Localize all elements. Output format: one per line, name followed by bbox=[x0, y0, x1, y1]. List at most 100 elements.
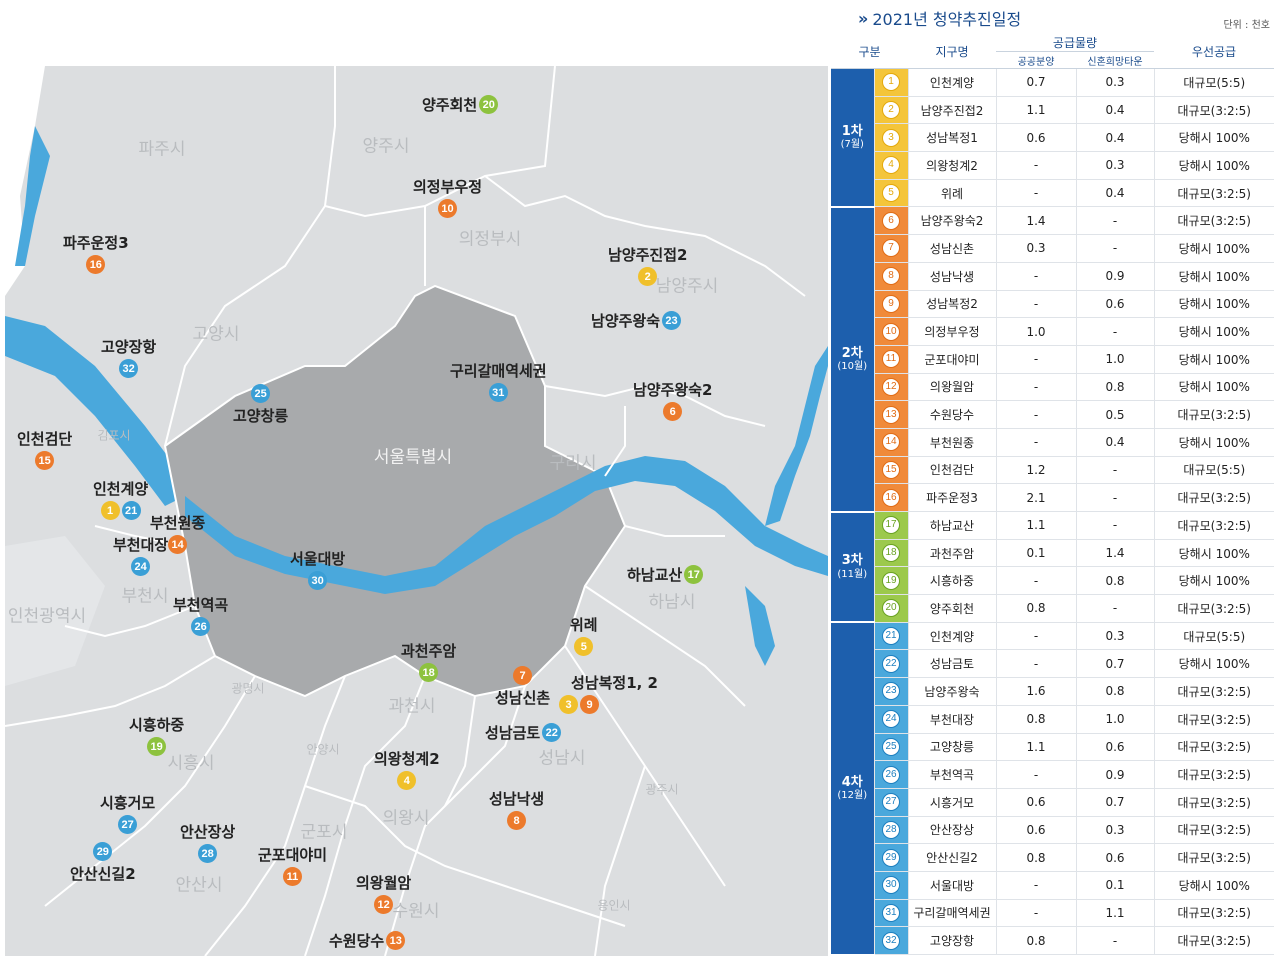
region-siheung: 시흥시 bbox=[167, 753, 215, 774]
public-sale-value: - bbox=[995, 899, 1076, 928]
priority-value: 대규모(3:2:5) bbox=[1153, 816, 1275, 845]
priority-value: 대규모(5:5) bbox=[1153, 622, 1275, 651]
priority-value: 대규모(3:2:5) bbox=[1153, 511, 1275, 540]
row-number: 9 bbox=[882, 294, 900, 313]
newlywed-value: 0.3 bbox=[1075, 816, 1155, 845]
row-number-cell: 30 bbox=[873, 871, 908, 900]
site-name-label: 성남복정1, 2 bbox=[571, 674, 658, 692]
district-name: 시흥하중 bbox=[907, 566, 996, 596]
newlywed-value: 1.0 bbox=[1075, 705, 1155, 734]
district-name: 인천계양 bbox=[907, 622, 996, 651]
phase-cell: 2차 (10월) bbox=[831, 206, 874, 513]
public-sale-value: 0.8 bbox=[995, 843, 1076, 872]
region-yongin: 용인시 bbox=[597, 898, 631, 913]
site-name-label: 인천검단 bbox=[17, 430, 73, 448]
newlywed-value: 0.3 bbox=[1075, 68, 1155, 97]
newlywed-value: - bbox=[1075, 483, 1155, 512]
marker-pin-icon: 11 bbox=[283, 867, 302, 886]
marker-pins: 13 bbox=[386, 931, 406, 950]
row-number-cell: 8 bbox=[873, 262, 908, 291]
row-number: 1 bbox=[882, 73, 900, 92]
row-number: 4 bbox=[882, 156, 900, 175]
phase-label: 2차 bbox=[841, 345, 863, 361]
public-sale-value: 0.6 bbox=[995, 788, 1076, 817]
table-row: 8 성남낙생 -0.9 당해시 100% bbox=[831, 262, 1275, 291]
site-name-label: 고양장항 bbox=[101, 338, 157, 356]
marker-pins: 6 bbox=[663, 402, 683, 421]
marker-pins: 30 bbox=[308, 571, 328, 590]
seoul-area bbox=[163, 284, 627, 698]
row-number: 12 bbox=[882, 377, 900, 396]
marker-pins: 31 bbox=[488, 383, 508, 402]
site-name-label: 의왕청계2 bbox=[374, 750, 440, 768]
row-number-cell: 13 bbox=[873, 400, 908, 429]
row-number-cell: 32 bbox=[873, 926, 908, 955]
table-row: 2차 (10월) 6 남양주왕숙2 1.4- 대규모(3:2:5) bbox=[831, 206, 1275, 513]
newlywed-value: 0.8 bbox=[1075, 566, 1155, 596]
newlywed-value: 0.3 bbox=[1075, 622, 1155, 651]
map-canvas bbox=[5, 66, 828, 956]
row-number-cell: 10 bbox=[873, 317, 908, 346]
col-phase: 구분 bbox=[831, 34, 908, 69]
row-number: 5 bbox=[882, 184, 900, 203]
row-number-cell: 5 bbox=[873, 179, 908, 208]
phase-month: (12월) bbox=[837, 790, 868, 802]
marker-pin-icon: 15 bbox=[35, 451, 55, 470]
table-row: 4차 (12월) 21 인천계양 -0.3 대규모(5:5) bbox=[831, 622, 1275, 956]
marker-pin-icon: 16 bbox=[86, 255, 106, 274]
table-row: 16 파주운정3 2.1- 대규모(3:2:5) bbox=[831, 483, 1275, 512]
row-number: 26 bbox=[882, 765, 900, 784]
priority-value: 당해시 100% bbox=[1153, 123, 1275, 153]
marker-pins: 28 bbox=[198, 844, 218, 863]
public-sale-value: - bbox=[995, 290, 1076, 319]
row-number-cell: 27 bbox=[873, 788, 908, 817]
district-name: 서울대방 bbox=[907, 871, 996, 900]
row-number: 31 bbox=[882, 903, 900, 922]
map-marker-11: 군포대야미 11 bbox=[258, 844, 327, 886]
public-sale-value: 1.1 bbox=[995, 96, 1076, 125]
phase-label: 4차 bbox=[841, 774, 863, 790]
priority-value: 대규모(3:2:5) bbox=[1153, 677, 1275, 706]
marker-pins: 19 bbox=[147, 737, 167, 756]
col-public-sale: 공공분양 bbox=[996, 51, 1076, 69]
district-name: 의정부우정 bbox=[907, 317, 996, 346]
site-name-label: 부천대장 bbox=[113, 536, 169, 554]
phase-cell: 4차 (12월) bbox=[831, 622, 874, 956]
site-name-label: 안산장상 bbox=[180, 823, 236, 841]
row-number-cell: 18 bbox=[873, 539, 908, 568]
district-name: 부천역곡 bbox=[907, 760, 996, 789]
marker-pin-icon: 24 bbox=[131, 557, 151, 576]
public-sale-value: - bbox=[995, 428, 1076, 457]
row-number: 32 bbox=[882, 931, 900, 950]
marker-pins: 23 bbox=[662, 311, 682, 330]
map-marker-23: 남양주왕숙 23 bbox=[591, 310, 682, 331]
marker-pin-icon: 22 bbox=[542, 723, 562, 742]
row-number: 11 bbox=[882, 350, 900, 369]
region-suwon: 수원시 bbox=[392, 901, 440, 922]
row-number: 15 bbox=[882, 460, 900, 479]
region-yangju: 양주시 bbox=[362, 136, 410, 157]
row-number-cell: 17 bbox=[873, 511, 908, 540]
phase-cell: 1차 (7월) bbox=[831, 68, 874, 208]
priority-value: 대규모(3:2:5) bbox=[1153, 926, 1275, 955]
map-marker-31: 구리갈매역세권 31 bbox=[450, 360, 547, 402]
marker-pin-icon: 18 bbox=[419, 663, 439, 682]
priority-value: 대규모(3:2:5) bbox=[1153, 788, 1275, 817]
row-number-cell: 4 bbox=[873, 151, 908, 180]
row-number: 3 bbox=[882, 128, 900, 147]
public-sale-value: 0.6 bbox=[995, 123, 1076, 153]
row-number-cell: 15 bbox=[873, 456, 908, 485]
marker-pin-icon: 4 bbox=[397, 771, 417, 790]
marker-pins: 16 bbox=[86, 255, 106, 274]
marker-pin-icon: 12 bbox=[374, 895, 394, 914]
map-marker-17: 하남교산 17 bbox=[627, 564, 704, 585]
marker-pins: 29 bbox=[93, 842, 113, 861]
priority-value: 당해시 100% bbox=[1153, 345, 1275, 374]
district-name: 고양창릉 bbox=[907, 733, 996, 762]
public-sale-value: - bbox=[995, 179, 1076, 208]
public-sale-value: 1.0 bbox=[995, 317, 1076, 346]
region-uiwang: 의왕시 bbox=[382, 808, 430, 829]
district-name: 의왕월암 bbox=[907, 373, 996, 402]
region-gwangju: 광주시 bbox=[645, 782, 679, 797]
